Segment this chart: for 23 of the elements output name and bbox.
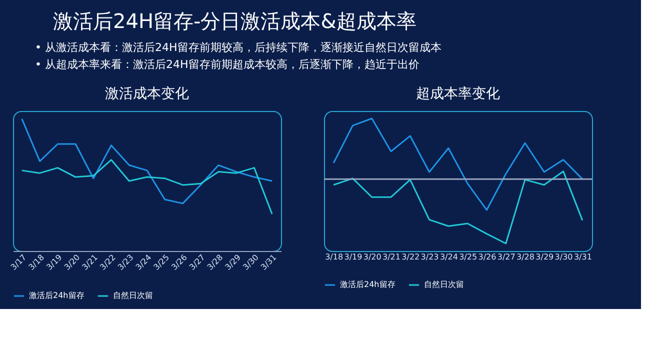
text: • 从超成本率来看：激活后24H留存前期超成本较高，后逐渐下降，趋近于出价 xyxy=(35,58,420,71)
legend-label: 自然日次留 xyxy=(424,280,464,289)
x-tick-label: 3/30 xyxy=(554,252,573,262)
legend-label: 激活后24h留存 xyxy=(340,280,396,289)
x-tick-label: 3/28 xyxy=(516,252,534,262)
x-tick-label: 3/31 xyxy=(574,252,592,262)
text: 激活后24H留存-分日激活成本&超成本率 xyxy=(53,9,416,33)
text: • 从激活成本看：激活后24H留存前期较高，后持续下降，逐渐接近自然日次留成本 xyxy=(35,41,442,54)
x-tick-label: 3/24 xyxy=(440,252,458,262)
chart-title: 激活成本变化 xyxy=(105,86,189,102)
x-tick-label: 3/27 xyxy=(497,252,516,262)
x-tick-label: 3/21 xyxy=(382,252,400,262)
x-tick-label: 3/23 xyxy=(420,252,439,262)
x-tick-label: 3/18 xyxy=(325,252,344,262)
x-tick-label: 3/25 xyxy=(459,252,478,262)
legend-label: 激活后24h留存 xyxy=(29,291,84,300)
x-tick-label: 3/22 xyxy=(402,252,420,262)
x-tick-label: 3/20 xyxy=(363,252,382,262)
x-tick-label: 3/26 xyxy=(478,252,496,262)
x-tick-label: 3/29 xyxy=(536,252,554,262)
chart-title: 超成本率变化 xyxy=(416,86,500,102)
x-tick-label: 3/19 xyxy=(344,252,362,262)
legend-label: 自然日次留 xyxy=(113,291,153,300)
